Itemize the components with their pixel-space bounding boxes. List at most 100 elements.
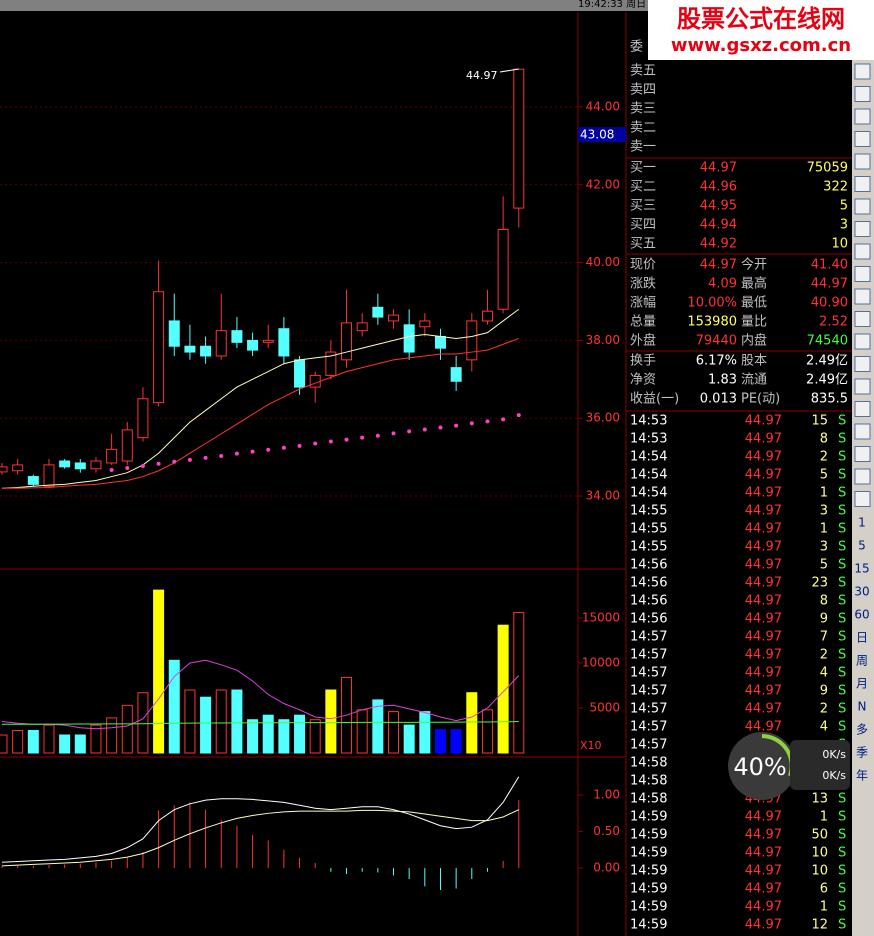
sar-dot (485, 419, 490, 424)
quote-text: S (838, 810, 846, 825)
period-button[interactable]: 季 (856, 746, 868, 760)
quote-text: 买五 (630, 237, 656, 252)
quote-text: 44.97 (745, 414, 782, 429)
period-button[interactable]: 1 (858, 516, 866, 530)
sidebar-icon (854, 333, 871, 350)
quote-text: 40.90 (811, 296, 848, 311)
quote-text: 14:56 (630, 612, 667, 627)
sar-dot (203, 455, 208, 460)
volume-bar (325, 689, 337, 754)
volume-bar (27, 730, 39, 754)
quote-text: 14:59 (630, 810, 667, 825)
sidebar-icon (854, 356, 871, 372)
quote-text: 14:54 (630, 468, 667, 483)
quote-text: 14:57 (630, 738, 667, 753)
period-button[interactable]: 周 (856, 654, 868, 668)
quote-text: 3 (820, 540, 828, 555)
quote-text: 2 (820, 702, 828, 717)
y-tick-label: 0.00 (593, 861, 620, 875)
quote-text: 7 (820, 630, 828, 645)
quote-text: S (838, 684, 846, 699)
quote-text: S (838, 918, 846, 933)
volume-bar (153, 589, 165, 754)
sar-dot (156, 461, 161, 466)
quote-text: 44.97 (745, 864, 782, 879)
period-button[interactable]: 多 (856, 723, 868, 737)
sar-dot (469, 421, 474, 426)
y-tick-label: 0.50 (593, 824, 620, 838)
quote-text: 14:59 (630, 864, 667, 879)
sar-dot (125, 466, 130, 471)
candle-body (309, 374, 321, 388)
y-tick-label: 10000 (582, 656, 620, 670)
quote-text: 14:59 (630, 846, 667, 861)
quote-text: 10 (831, 237, 848, 252)
quote-text: 15 (811, 414, 828, 429)
period-button[interactable]: 日 (856, 631, 868, 645)
volume-bar (466, 692, 478, 754)
period-button[interactable]: 5 (858, 539, 866, 553)
quote-text: 涨跌 (630, 276, 656, 292)
period-button[interactable]: 月 (856, 677, 868, 691)
quote-text: 3 (840, 218, 848, 233)
period-button[interactable]: 年 (856, 769, 868, 783)
sidebar-icon (854, 266, 871, 282)
candle-body (27, 476, 39, 485)
sidebar-icon (854, 401, 871, 417)
candle-body (278, 328, 290, 357)
line (1, 659, 520, 730)
sidebar-icon (854, 288, 871, 305)
sidebar-icon (854, 491, 871, 507)
y-tick-label: 15000 (582, 611, 620, 625)
period-button[interactable]: 60 (854, 608, 869, 622)
candle-body (356, 322, 368, 332)
quote-text: 2.49亿 (806, 354, 848, 369)
quote-text: S (838, 522, 846, 537)
quote-text: 23 (811, 576, 828, 591)
sidebar-icon (854, 176, 871, 192)
volume-bar (231, 689, 243, 754)
quote-text: 14:55 (630, 540, 667, 555)
candle-body (341, 322, 353, 361)
quote-text: S (838, 486, 846, 501)
y-tick-label: 42.00 (586, 177, 620, 191)
quote-text: 44.97 (745, 486, 782, 501)
quote-text: S (838, 630, 846, 645)
volume-bar (59, 734, 71, 754)
watermark: 股票公式在线网 www.gsxz.com.cn (648, 0, 874, 60)
sar-dot (172, 459, 177, 464)
period-button[interactable]: 30 (854, 585, 869, 599)
volume-bar (434, 729, 446, 754)
sar-dot (407, 429, 412, 434)
candle-body (466, 320, 478, 361)
quote-text: 换手 (630, 354, 656, 369)
candle-body (481, 310, 493, 322)
quote-text: 6.17% (696, 354, 737, 369)
line (2, 337, 519, 489)
widget-up: 0K/s (822, 748, 846, 761)
volume-bar (294, 714, 306, 754)
line (1, 308, 520, 489)
sar-dot (250, 449, 255, 454)
sar-dot (344, 437, 349, 442)
period-button[interactable]: N (858, 700, 867, 714)
candle-body (372, 306, 384, 318)
volume-bar (215, 689, 227, 754)
sar-dot (375, 433, 380, 438)
candle-body (262, 339, 274, 343)
quote-text: S (838, 882, 846, 897)
quote-text: 44.97 (700, 161, 737, 176)
quote-text: S (838, 846, 846, 861)
sidebar-icon (854, 468, 871, 485)
volume-bar (247, 719, 259, 754)
quote-text: 44.95 (700, 199, 737, 214)
quote-text: 量比 (741, 315, 767, 330)
period-button[interactable]: 15 (854, 562, 869, 576)
candle-body (434, 335, 446, 349)
quote-text: 8 (820, 432, 828, 447)
quote-text: 14:57 (630, 648, 667, 663)
quote-text: 50 (811, 828, 828, 843)
candle-body (231, 330, 243, 343)
quote-text: S (838, 432, 846, 447)
